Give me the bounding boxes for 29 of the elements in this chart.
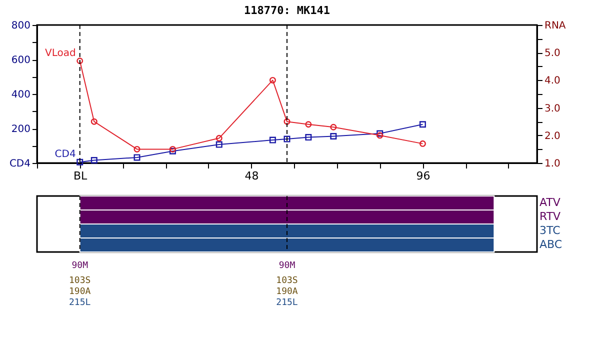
- y-tick-label: CD4: [9, 158, 30, 170]
- series-label: VLoad: [45, 48, 76, 59]
- y-tick-label: ATV: [540, 196, 561, 209]
- text: 190A: [69, 287, 92, 297]
- text: 103S: [69, 276, 91, 286]
- y-tick-label: 600: [11, 55, 30, 66]
- text: 215L: [276, 298, 298, 308]
- y2-tick-label: 3.0: [544, 103, 560, 114]
- y2-tick-label: RNA: [544, 20, 566, 32]
- y2-tick-label: 2.0: [544, 130, 560, 142]
- y-tick-label: 3TC: [540, 224, 561, 237]
- text: 215L: [69, 298, 91, 308]
- y-tick-label: ABC: [540, 238, 562, 251]
- series-label: CD4: [54, 149, 76, 160]
- y2-tick-label: 1.0: [544, 158, 560, 170]
- y2-tick-label: 5.0: [544, 48, 560, 60]
- chart-title: 118770: MK141: [244, 4, 330, 17]
- x-tick-label: BL: [74, 170, 88, 182]
- x-tick-label: 48: [244, 170, 259, 182]
- y2-tick-label: 4.0: [544, 76, 560, 87]
- text: 90M: [278, 261, 296, 271]
- y-tick-label: 200: [11, 124, 30, 135]
- text: 103S: [276, 276, 298, 286]
- y-tick-label: 400: [11, 90, 30, 100]
- y-tick-label: 800: [11, 20, 30, 32]
- y-tick-label: RTV: [540, 210, 562, 223]
- text: 190A: [276, 287, 298, 297]
- x-tick-label: 96: [416, 170, 430, 182]
- text: 90M: [72, 261, 89, 271]
